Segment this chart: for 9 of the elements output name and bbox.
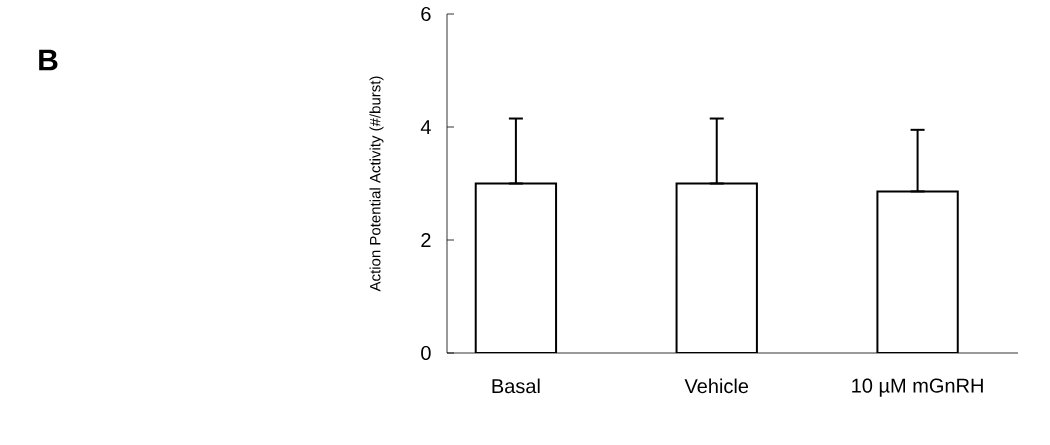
y-tick-label: 2 (421, 233, 431, 247)
x-tick-label: 10 µM mGnRH (852, 378, 983, 397)
x-tick-label: Vehicle (684, 378, 749, 394)
y-tick-label: 4 (420, 120, 431, 134)
y-tick-label: 0 (421, 345, 431, 361)
x-tick-label: Basal (492, 378, 540, 394)
y-tick-label: 6 (421, 6, 431, 22)
y-axis-title: Action Potential Activity (#/burst) (369, 76, 384, 292)
text: B (39, 49, 58, 71)
